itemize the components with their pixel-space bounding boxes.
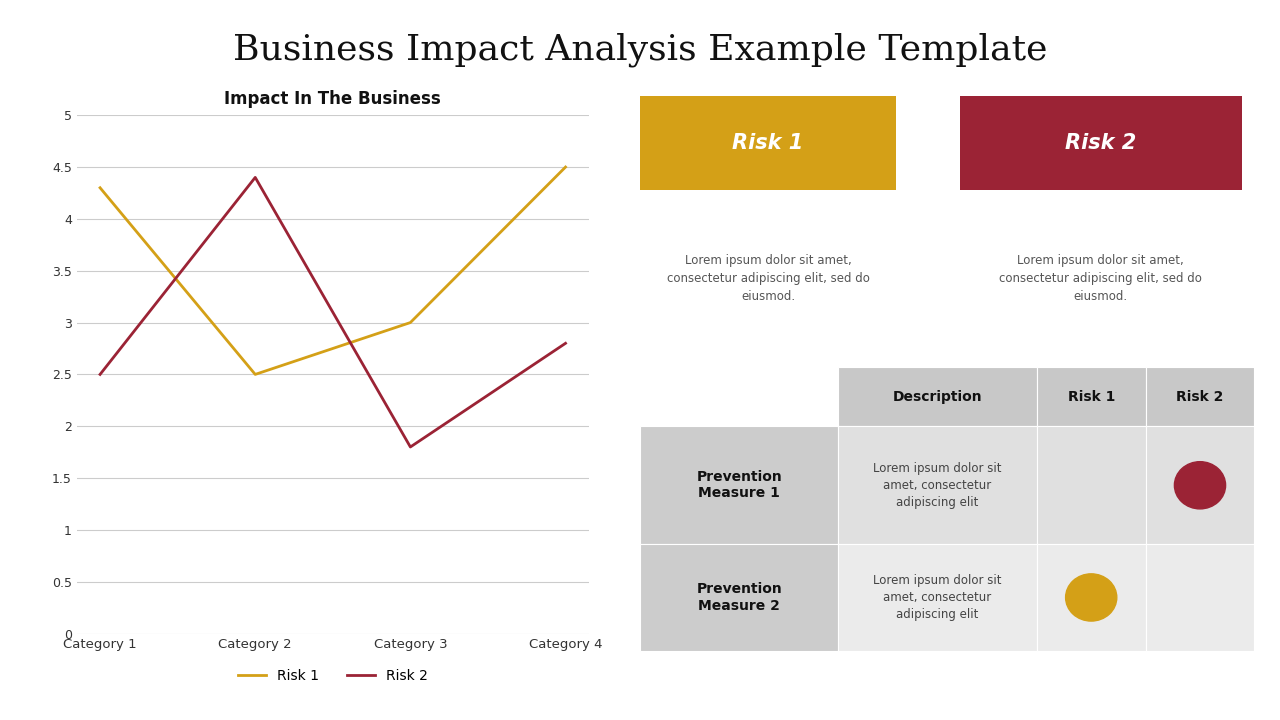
Text: Prevention
Measure 2: Prevention Measure 2: [696, 582, 782, 613]
Text: Lorem ipsum dolor sit amet,
consectetur adipiscing elit, sed do
eiusmod.: Lorem ipsum dolor sit amet, consectetur …: [667, 254, 869, 303]
FancyBboxPatch shape: [1146, 426, 1254, 544]
FancyBboxPatch shape: [960, 96, 1242, 190]
Legend: Risk 1, Risk 2: Risk 1, Risk 2: [233, 664, 433, 689]
Circle shape: [1066, 574, 1116, 621]
Title: Impact In The Business: Impact In The Business: [224, 90, 442, 108]
Text: Risk 1: Risk 1: [732, 133, 804, 153]
FancyBboxPatch shape: [1037, 426, 1146, 544]
FancyBboxPatch shape: [1146, 367, 1254, 426]
FancyBboxPatch shape: [640, 426, 838, 544]
Text: Risk 1: Risk 1: [1068, 390, 1115, 404]
FancyBboxPatch shape: [1037, 544, 1146, 651]
FancyBboxPatch shape: [838, 544, 1037, 651]
Text: Lorem ipsum dolor sit amet,
consectetur adipiscing elit, sed do
eiusmod.: Lorem ipsum dolor sit amet, consectetur …: [1000, 254, 1202, 303]
FancyBboxPatch shape: [1037, 367, 1146, 426]
FancyBboxPatch shape: [1146, 544, 1254, 651]
FancyBboxPatch shape: [640, 544, 838, 651]
FancyBboxPatch shape: [838, 367, 1037, 426]
Text: Lorem ipsum dolor sit
amet, consectetur
adipiscing elit: Lorem ipsum dolor sit amet, consectetur …: [873, 574, 1002, 621]
Text: Lorem ipsum dolor sit
amet, consectetur
adipiscing elit: Lorem ipsum dolor sit amet, consectetur …: [873, 462, 1002, 509]
Text: Description: Description: [892, 390, 983, 404]
Text: Business Impact Analysis Example Template: Business Impact Analysis Example Templat…: [233, 32, 1047, 67]
FancyBboxPatch shape: [838, 426, 1037, 544]
Text: Risk 2: Risk 2: [1065, 133, 1137, 153]
Circle shape: [1175, 462, 1226, 509]
Text: Risk 2: Risk 2: [1176, 390, 1224, 404]
Text: Prevention
Measure 1: Prevention Measure 1: [696, 470, 782, 500]
FancyBboxPatch shape: [640, 96, 896, 190]
